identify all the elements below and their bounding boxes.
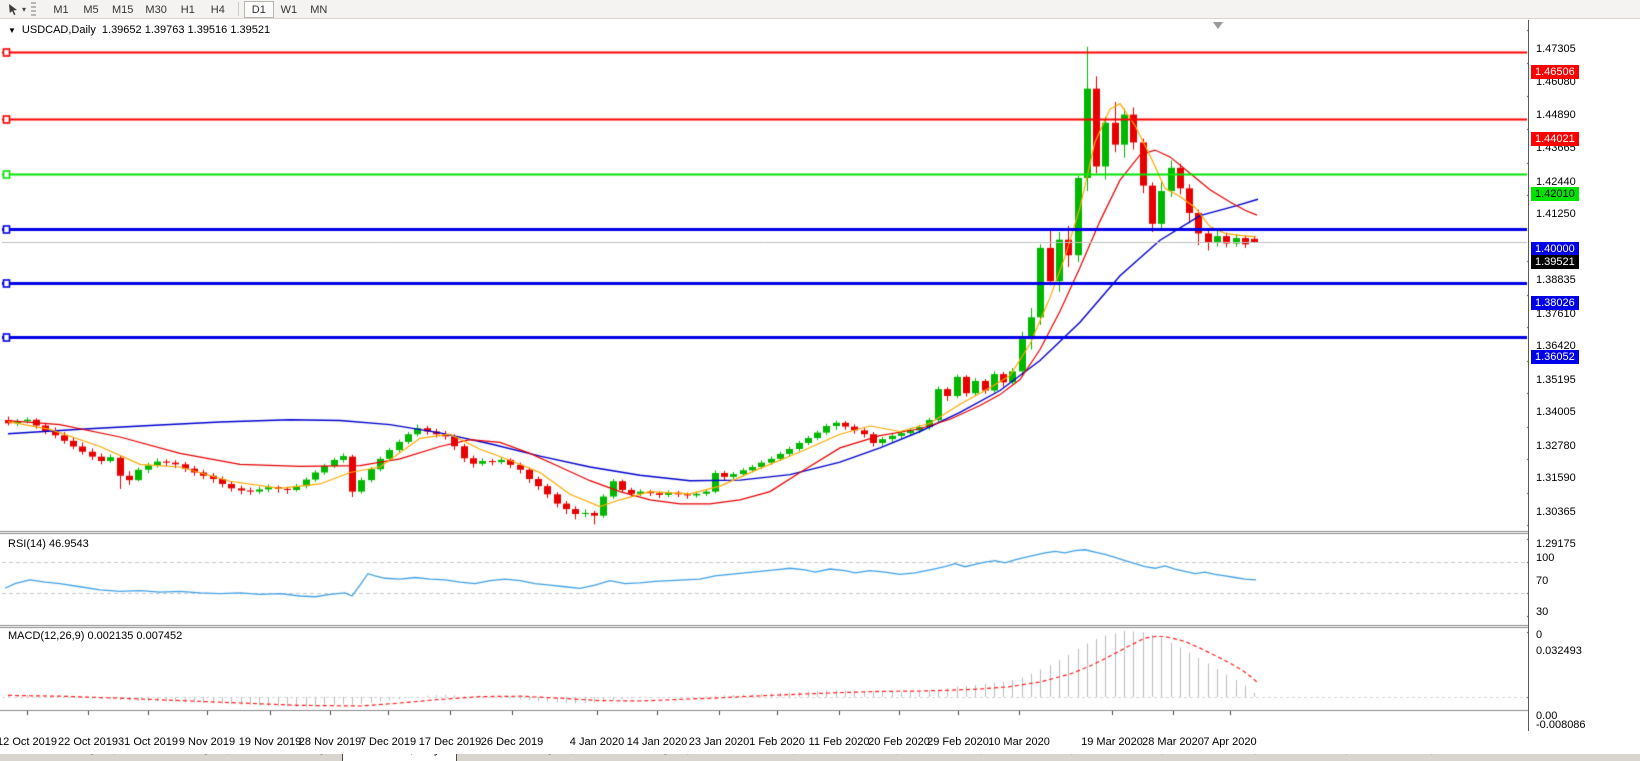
date-axis-label: 17 Dec 2019 <box>418 736 482 748</box>
price-axis-tick: 0.032493 <box>1536 645 1582 658</box>
toolbar-separator <box>237 2 239 16</box>
price-axis-tick: 1.30365 <box>1536 505 1576 518</box>
date-axis-label: 29 Feb 2020 <box>927 736 989 748</box>
price-axis-tick: 1.32780 <box>1536 439 1576 452</box>
price-axis-tick: -0.008086 <box>1536 719 1586 731</box>
price-axis-tick: 1.47305 <box>1536 42 1576 55</box>
price-axis-tick: 1.42440 <box>1536 175 1576 188</box>
price-axis-tick: 1.38835 <box>1536 274 1576 287</box>
price-axis-tick: 1.29175 <box>1536 538 1576 551</box>
date-axis-label: 28 Mar 2020 <box>1142 736 1204 748</box>
chart-ohlc-values: 1.39652 1.39763 1.39516 1.39521 <box>101 24 271 36</box>
price-axis-tick: 1.41250 <box>1536 208 1576 221</box>
date-axis-label: 7 Apr 2020 <box>1203 736 1257 748</box>
date-axis[interactable]: 12 Oct 2019 22 Oct 2019 31 Oct 2019 9 Nov 2… <box>0 731 1640 754</box>
price-axis-tick: 100 <box>1536 552 1555 564</box>
timeframe-buttons: M1 M5 M15 M30 H1 H4 D1 W1 MN <box>46 0 334 18</box>
date-axis-label: 23 Jan 2020 <box>688 736 750 748</box>
timeframe-button-m1[interactable]: M1 <box>53 3 69 16</box>
date-axis-label: 12 Oct 2019 <box>0 736 57 748</box>
chart-symbol-label: USDCAD,Daily <box>21 24 96 36</box>
timeframe-button-m30[interactable]: M30 <box>145 3 167 16</box>
timeframe-toolbar: ▾ M1 M5 M15 M30 H1 H4 D1 W1 MN <box>0 0 1640 19</box>
date-axis-label: 31 Oct 2019 <box>118 736 178 748</box>
price-line-label: 1.40000 <box>1531 242 1579 257</box>
date-axis-label: 4 Jan 2020 <box>569 736 625 748</box>
rsi-indicator-label: RSI(14) 46.9543 <box>8 538 89 550</box>
chart-title: ▼ USDCAD,Daily 1.39652 1.39763 1.39516 1… <box>8 24 270 36</box>
chevron-down-icon[interactable]: ▾ <box>22 4 27 14</box>
date-axis-label: 28 Nov 2019 <box>298 736 362 748</box>
price-line-label: 1.44021 <box>1531 132 1579 147</box>
collapse-triangle-icon[interactable]: ▼ <box>8 25 16 35</box>
date-axis-label: 19 Mar 2020 <box>1081 736 1143 748</box>
price-axis-tick: 1.44890 <box>1536 108 1576 121</box>
price-axis-tick: 70 <box>1536 575 1549 588</box>
date-axis-label: 14 Jan 2020 <box>626 736 688 748</box>
price-axis-tick: 0 <box>1536 629 1543 641</box>
timeframe-button-m15[interactable]: M15 <box>112 3 134 16</box>
timeframe-button-h1[interactable]: H1 <box>180 3 195 16</box>
price-line-label: 1.39521 <box>1531 255 1579 270</box>
date-axis-label: 19 Nov 2019 <box>238 736 302 748</box>
price-axis-tick: 1.46080 <box>1536 76 1576 89</box>
chart-shift-marker-icon[interactable] <box>1213 22 1223 29</box>
date-axis-label: 10 Mar 2020 <box>988 736 1050 748</box>
date-axis-label: 11 Feb 2020 <box>808 736 870 748</box>
timeframe-button-m5[interactable]: M5 <box>83 3 99 16</box>
date-axis-label: 1 Feb 2020 <box>749 736 805 748</box>
timeframe-button-mn[interactable]: MN <box>310 3 328 16</box>
price-line-label: 1.46506 <box>1531 64 1579 79</box>
price-axis-tick: 30 <box>1536 605 1549 618</box>
price-line-label: 1.42010 <box>1531 187 1579 202</box>
price-axis-tick: 1.36420 <box>1536 340 1576 353</box>
date-axis-label: 7 Dec 2019 <box>359 736 417 748</box>
cursor-tool-group: ▾ <box>0 0 46 18</box>
timeframe-button-h4[interactable]: H4 <box>210 3 225 16</box>
price-axis-tick: 0.00 <box>1536 710 1558 722</box>
price-chart-canvas[interactable] <box>0 20 1640 734</box>
price-line-label: 1.36052 <box>1531 350 1579 365</box>
price-axis-tick: 1.35195 <box>1536 373 1576 386</box>
timeframe-button-w1[interactable]: W1 <box>280 3 298 16</box>
price-axis-tick: 1.37610 <box>1536 307 1576 320</box>
price-line-label: 1.38026 <box>1531 296 1579 311</box>
crosshair-cursor-icon[interactable]: ▾ <box>4 3 29 16</box>
price-axis-tick: 1.31590 <box>1536 472 1576 485</box>
date-axis-label: 20 Feb 2020 <box>868 736 930 748</box>
timeframe-button-d1[interactable]: D1 <box>243 0 274 18</box>
macd-indicator-label: MACD(12,26,9) 0.002135 0.007452 <box>8 630 183 642</box>
price-axis-tick: 1.34005 <box>1536 406 1576 419</box>
date-axis-label: 22 Oct 2019 <box>58 736 118 748</box>
price-axis[interactable]: 1.47305 1.46080 1.44890 1.43665 1.42440 1.412… <box>1528 20 1640 733</box>
date-axis-label: 9 Nov 2019 <box>178 736 236 748</box>
toolbar-grip-handle[interactable] <box>31 2 37 16</box>
date-axis-label: 26 Dec 2019 <box>480 736 544 748</box>
